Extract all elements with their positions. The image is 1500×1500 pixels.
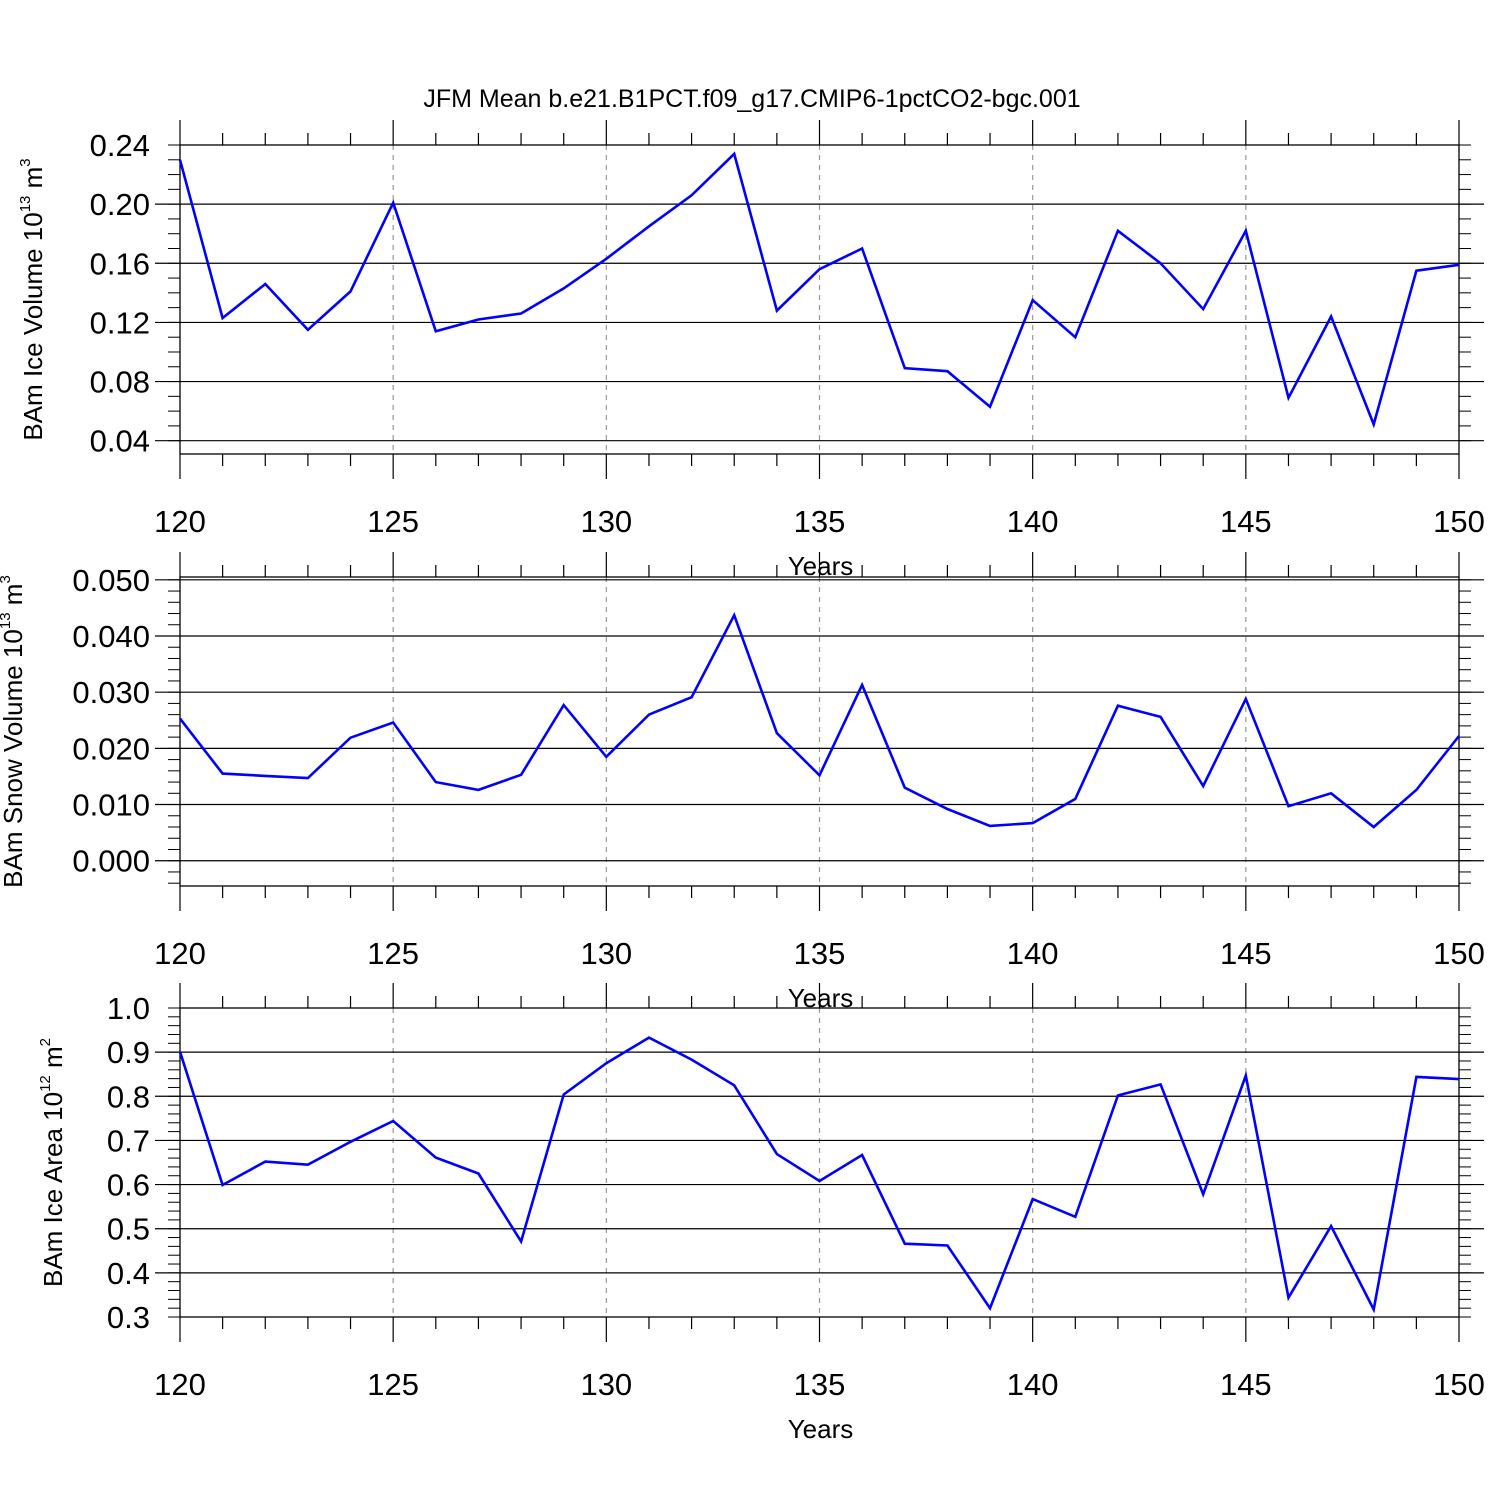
x-tick-label: 140 <box>1007 936 1059 971</box>
x-tick-label: 135 <box>794 1367 846 1402</box>
y-tick-label: 0.9 <box>107 1035 150 1070</box>
series-line <box>178 611 1461 829</box>
y-tick-label: 0.010 <box>72 788 150 823</box>
y-axis-title: BAm Ice Area 1012 m2 <box>37 1038 68 1287</box>
y-tick-label: 0.3 <box>107 1300 150 1335</box>
x-tick-label: 145 <box>1220 936 1272 971</box>
panel-ice-area: 0.3 0.4 0.5 0.6 0.7 0.8 0.9 1.0 120 125 130 135 140 1… <box>37 983 1485 1444</box>
x-tick-label: 135 <box>794 504 846 539</box>
y-tick-label: 0.24 <box>90 128 150 163</box>
x-tick-label: 125 <box>367 936 419 971</box>
y-tick-label: 0.030 <box>72 675 150 710</box>
y-tick-label: 0.08 <box>90 365 150 400</box>
y-tick-label: 0.6 <box>107 1168 150 1203</box>
x-tick-label: 120 <box>154 504 206 539</box>
x-tick-label: 125 <box>367 1367 419 1402</box>
y-tick-label: 0.12 <box>90 305 150 340</box>
x-tick-label: 120 <box>154 936 206 971</box>
y-tick-label: 0.040 <box>72 619 150 654</box>
series-line <box>178 151 1460 429</box>
y-tick-label: 0.020 <box>72 731 150 766</box>
y-tick-label: 0.050 <box>72 563 150 598</box>
x-tick-label: 150 <box>1433 936 1485 971</box>
x-tick-label: 130 <box>580 1367 632 1402</box>
y-tick-label: 1.0 <box>107 991 150 1026</box>
x-tick-label: 150 <box>1433 1367 1485 1402</box>
y-tick-label: 0.4 <box>107 1256 150 1291</box>
x-tick-label: 140 <box>1007 504 1059 539</box>
panel-ice-volume: 0.04 0.08 0.12 0.16 0.20 0.24 120 125 130 135 140 1… <box>17 120 1485 581</box>
y-tick-label: 0.16 <box>90 246 150 281</box>
x-tick-label: 150 <box>1433 504 1485 539</box>
y-tick-label: 0.7 <box>107 1123 150 1158</box>
y-tick-label: 0.8 <box>107 1079 150 1114</box>
x-tick-label: 140 <box>1007 1367 1059 1402</box>
x-tick-label: 130 <box>580 936 632 971</box>
x-tick-label: 120 <box>154 1367 206 1402</box>
panel-snow-volume: 0.000 0.010 0.020 0.030 0.040 0.050 120 125 130 1… <box>0 552 1485 1013</box>
y-tick-label: 0.20 <box>90 187 150 222</box>
y-tick-label: 0.5 <box>107 1212 150 1247</box>
x-axis-title: Years <box>788 551 854 581</box>
y-tick-label: 0.04 <box>90 424 150 459</box>
y-axis-title: BAm Snow Volume 1013 m3 <box>0 575 28 888</box>
x-axis-title: Years <box>788 1414 854 1444</box>
x-tick-label: 145 <box>1220 504 1272 539</box>
series-line <box>178 1036 1460 1314</box>
y-tick-label: 0.000 <box>72 844 150 879</box>
x-tick-label: 135 <box>794 936 846 971</box>
x-tick-label: 125 <box>367 504 419 539</box>
y-axis-title: BAm Ice Volume 1013 m3 <box>17 158 48 440</box>
chart-title: JFM Mean b.e21.B1PCT.f09_g17.CMIP6-1pctC… <box>423 85 1080 113</box>
x-tick-label: 145 <box>1220 1367 1272 1402</box>
x-tick-label: 130 <box>580 504 632 539</box>
